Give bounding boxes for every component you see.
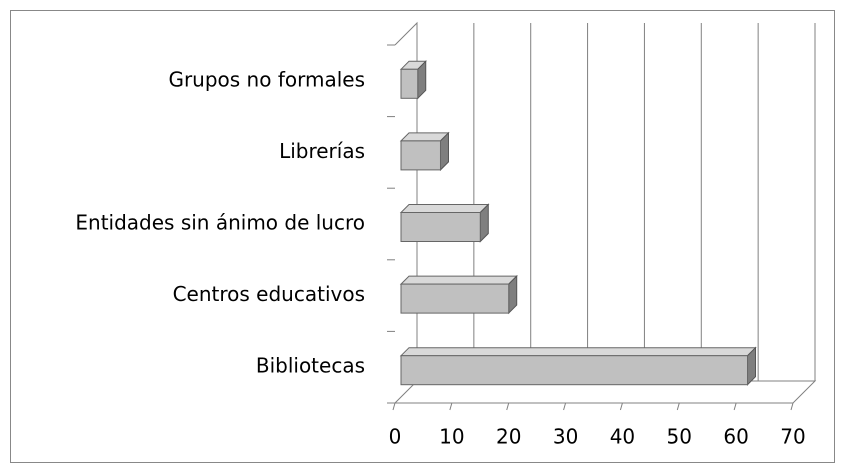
y-tick-label: Librerías: [279, 139, 365, 163]
tick-mark: [449, 402, 453, 411]
x-tick-label: 70: [780, 425, 805, 449]
x-tick-label: 40: [610, 425, 635, 449]
tick-mark: [563, 402, 567, 411]
x-tick-label: 60: [723, 425, 748, 449]
tick-mark: [506, 402, 510, 411]
tick-mark: [676, 402, 680, 411]
y-tick-label: Centros educativos: [173, 282, 365, 306]
bar: [400, 283, 510, 314]
x-tick-label: 20: [496, 425, 521, 449]
x-tick-label: 50: [667, 425, 692, 449]
tick-mark: [790, 402, 794, 411]
bar: [400, 355, 749, 386]
wall-left: [394, 21, 418, 404]
x-tick-label: 10: [439, 425, 464, 449]
bar: [400, 140, 441, 171]
bar-top: [399, 347, 757, 357]
tick-mark: [392, 402, 396, 411]
tick-mark: [619, 402, 623, 411]
tick-mark: [733, 402, 737, 411]
bar-top: [399, 204, 490, 213]
x-tick-label: 0: [389, 425, 402, 449]
bar: [400, 68, 419, 99]
y-tick-label: Grupos no formales: [168, 67, 365, 91]
bar: [400, 212, 481, 242]
y-tick-label: Bibliotecas: [256, 354, 365, 378]
x-tick-label: 30: [553, 425, 578, 449]
bar-top: [399, 275, 518, 285]
y-tick-label: Entidades sin ánimo de lucro: [75, 211, 365, 235]
